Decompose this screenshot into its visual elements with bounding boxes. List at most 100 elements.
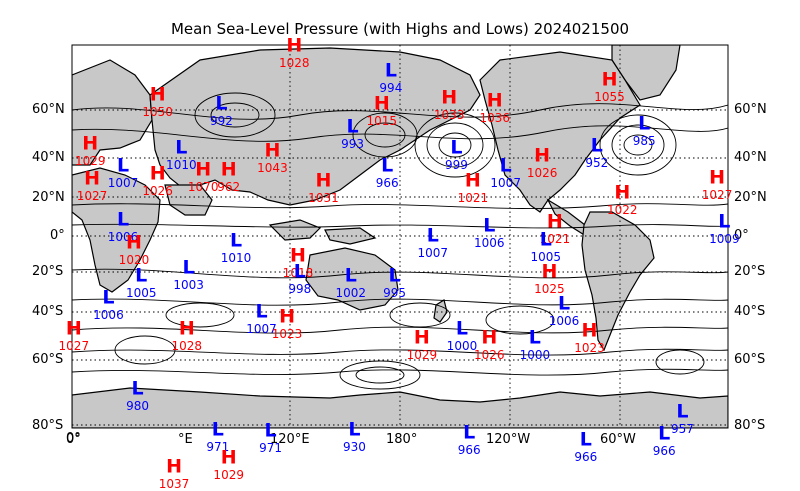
- pressure-value-label: 1006: [93, 308, 124, 322]
- low-pressure-symbol: L: [131, 377, 144, 400]
- high-pressure-symbol: H: [264, 139, 281, 162]
- pressure-value-label: 1006: [107, 230, 139, 245]
- low-pressure-symbol: L: [676, 400, 689, 423]
- pressure-value-label: 1027: [58, 338, 90, 353]
- low-pressure-symbol: L: [255, 300, 268, 323]
- high-pressure-symbol: H: [84, 167, 100, 190]
- high-pressure-symbol: H: [220, 446, 237, 469]
- graticule: [72, 45, 728, 428]
- pressure-value-label: 1007: [417, 246, 449, 260]
- pressure-value-label: 1031: [308, 191, 339, 206]
- low-pressure-symbol: L: [348, 418, 361, 440]
- lat-label-left: 40°N: [32, 150, 65, 165]
- pressure-value-label: 930: [342, 439, 366, 454]
- pressure-value-label: 966: [375, 175, 399, 190]
- pressure-value-label: 1026: [474, 348, 505, 363]
- low-pressure-symbol: L: [590, 134, 603, 157]
- low-pressure-symbol: L: [579, 428, 592, 451]
- pressure-map: [71, 44, 729, 429]
- pressure-value-label: 1021: [539, 232, 571, 247]
- pressure-value-label: 1003: [173, 278, 204, 293]
- pressure-value-label: 1043: [257, 160, 288, 175]
- pressure-value-label: 1029: [406, 348, 438, 363]
- pressure-value-label: 966: [652, 444, 676, 458]
- isobars: [72, 92, 728, 390]
- pressure-value-label: 1005: [530, 249, 562, 264]
- pressure-value-label: 1000: [519, 348, 551, 363]
- lon-label: 120°E: [270, 432, 310, 447]
- pressure-value-label: 1000: [446, 338, 478, 353]
- low-pressure-symbol: L: [483, 214, 496, 237]
- low-pressure-symbol: L: [293, 260, 306, 283]
- low-pressure-symbol: L: [718, 210, 731, 233]
- pressure-value-label: 1050: [142, 105, 173, 119]
- lat-label-right: 60°S: [734, 352, 766, 367]
- high-pressure-symbol: H: [149, 162, 166, 185]
- lon-label: 120°W: [486, 432, 531, 447]
- pressure-value-label: 1007: [490, 175, 521, 190]
- high-pressure-symbol: H: [581, 319, 598, 342]
- high-pressure-symbol: H: [149, 83, 166, 106]
- high-pressure-symbol: H: [709, 166, 726, 188]
- high-pressure-symbol: H: [601, 68, 618, 91]
- high-pressure-symbol: H: [614, 181, 631, 204]
- lon-label: 60°W: [600, 432, 636, 447]
- pressure-value-label: 1010: [166, 158, 197, 173]
- low-pressure-symbol: L: [264, 419, 277, 442]
- land-masses: [72, 45, 728, 428]
- map-title: Mean Sea-Level Pressure (with Highs and …: [170, 20, 630, 38]
- pressure-value-label: 995: [383, 286, 406, 300]
- pressure-value-label: 1036: [479, 111, 511, 125]
- lon-label: 0°: [66, 431, 81, 446]
- high-pressure-symbol: H: [541, 260, 558, 283]
- lat-label-right: 20°N: [734, 190, 767, 205]
- high-pressure-symbol: H: [220, 158, 237, 181]
- pressure-value-label: 1027: [701, 187, 733, 202]
- pressure-value-label: 1037: [158, 476, 190, 491]
- low-pressure-symbol: L: [211, 418, 224, 440]
- low-pressure-symbol: L: [175, 136, 188, 159]
- pressure-value-label: 993: [341, 136, 365, 151]
- pressure-value-label: 1023: [271, 326, 303, 341]
- pressure-value-label: 1055: [594, 90, 625, 104]
- lat-label-right: 40°S: [734, 304, 766, 319]
- pressure-value-label: 1010: [220, 251, 252, 266]
- low-pressure-symbol: L: [381, 154, 394, 177]
- pressure-value-label: 952: [585, 156, 609, 170]
- lat-label-left: 80°S: [32, 418, 64, 433]
- pressure-value-label: 985: [632, 134, 656, 149]
- low-pressure-symbol: L: [135, 264, 148, 287]
- pressure-value-label: 1023: [574, 341, 605, 356]
- low-pressure-symbol: L: [455, 317, 469, 340]
- pressure-value-label: 994: [379, 81, 403, 95]
- low-pressure-symbol: L: [499, 154, 512, 177]
- pressure-value-label: 1070: [187, 179, 219, 194]
- pressure-value-label: 999: [445, 158, 468, 173]
- high-pressure-symbol: H: [195, 158, 212, 181]
- low-pressure-symbol: L: [102, 286, 115, 309]
- low-pressure-symbol: L: [463, 421, 476, 444]
- high-pressure-symbol: H: [82, 132, 99, 155]
- low-pressure-symbol: L: [528, 326, 541, 349]
- pressure-value-label: 1007: [107, 175, 139, 190]
- low-pressure-symbol: L: [539, 228, 552, 251]
- pressure-value-label: 1002: [335, 286, 367, 300]
- low-pressure-symbol: L: [658, 422, 671, 445]
- lat-label-right: 0°: [734, 228, 749, 243]
- lat-label-right: 20°S: [734, 264, 766, 279]
- pressure-value-label: 1015: [366, 114, 398, 128]
- lon-label: 0°: [66, 432, 81, 447]
- pressure-value-label: 1033: [433, 108, 465, 122]
- high-pressure-symbol: H: [464, 169, 481, 192]
- low-pressure-symbol: L: [557, 292, 571, 315]
- pressure-value-label: 1009: [709, 232, 740, 247]
- high-pressure-symbol: H: [546, 210, 563, 233]
- high-pressure-symbol: H: [178, 317, 195, 340]
- lat-label-left: 20°N: [32, 190, 65, 205]
- high-pressure-symbol: H: [413, 326, 430, 349]
- low-pressure-symbol: L: [116, 154, 130, 177]
- low-pressure-symbol: L: [426, 224, 439, 247]
- pressure-value-label: 971: [259, 440, 283, 455]
- pressure-value-label: 966: [574, 449, 598, 464]
- low-pressure-symbol: L: [388, 264, 401, 287]
